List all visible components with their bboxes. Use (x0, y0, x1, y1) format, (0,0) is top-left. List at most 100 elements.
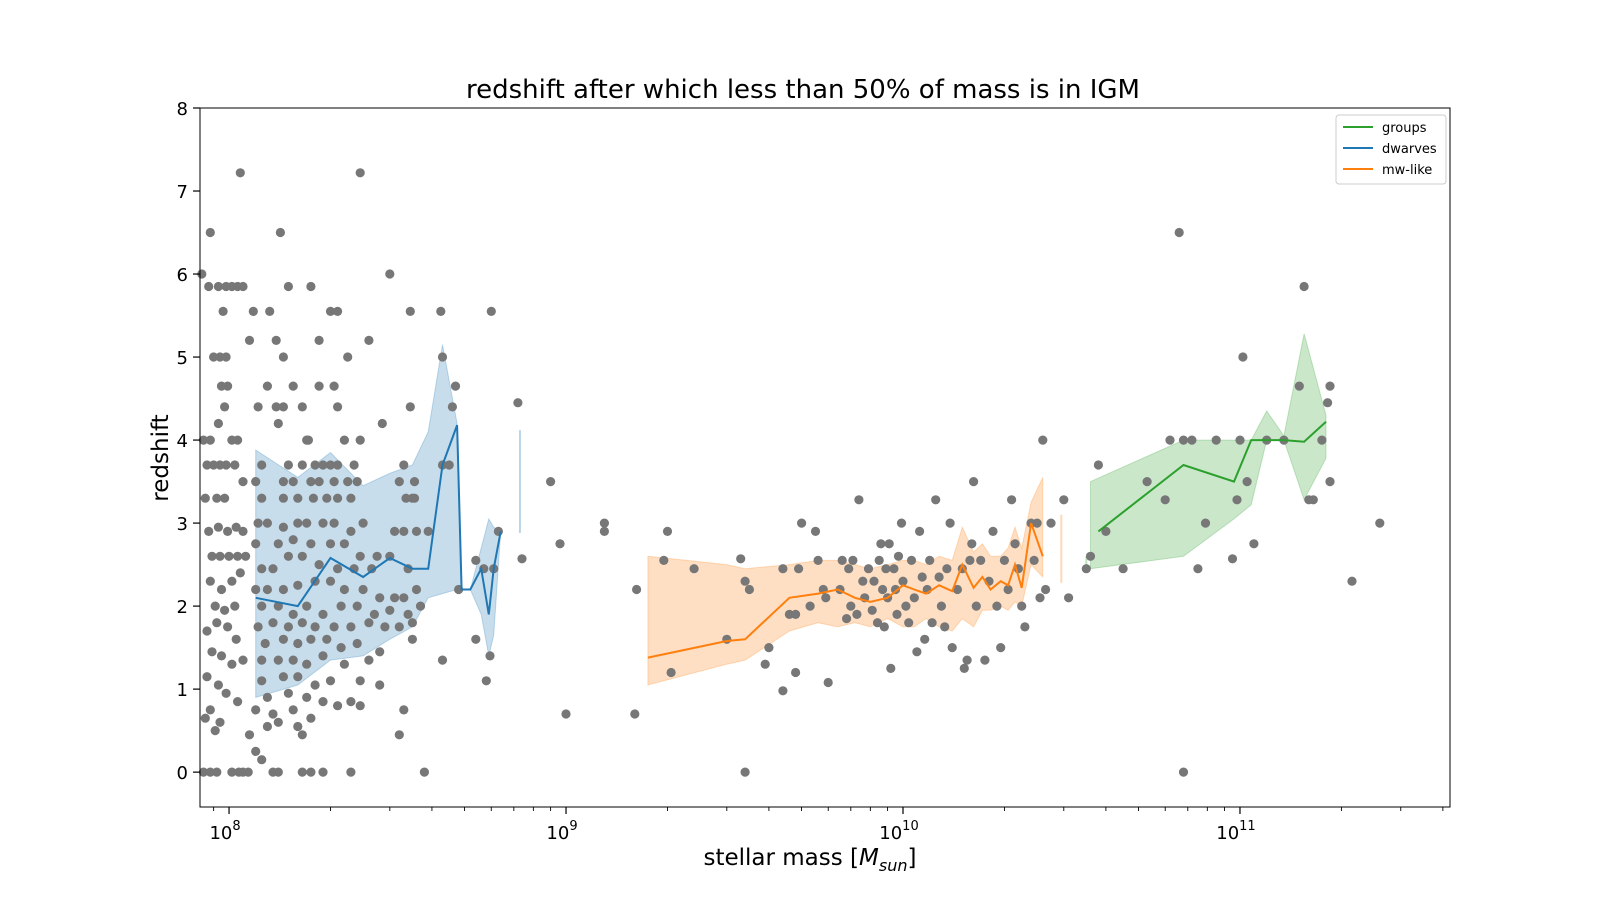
scatter-point (942, 564, 952, 574)
plot-frame (199, 107, 1451, 808)
scatter-point (364, 618, 374, 628)
scatter-point (260, 638, 270, 649)
scatter-point (278, 493, 288, 503)
scatter-point (262, 518, 272, 528)
scatter-point (205, 705, 215, 715)
scatter-point (318, 651, 328, 661)
scatter-point (220, 402, 230, 412)
scatter-point (235, 168, 245, 178)
scatter-point (283, 622, 293, 632)
scatter-point (346, 767, 356, 777)
scatter-point (355, 435, 365, 445)
scatter-point (244, 335, 255, 345)
scatter-point (837, 555, 847, 566)
line-mw-like (647, 522, 1044, 659)
scatter-point (1325, 381, 1335, 391)
scatter-point (212, 493, 222, 503)
scatter-point (1174, 227, 1184, 238)
scatter-point (283, 460, 293, 470)
scatter-point (409, 493, 420, 503)
scatter-point (1235, 435, 1245, 445)
scatter-point (262, 584, 272, 595)
scatter-point (233, 697, 243, 707)
scatter-point (481, 676, 491, 686)
scatter-point (561, 709, 571, 719)
scatter-point (268, 564, 278, 574)
scatter-point (1242, 477, 1252, 487)
scatter-point (1142, 477, 1152, 487)
scatter-point (343, 352, 353, 362)
scatter-point (971, 601, 981, 611)
scatter-point (1007, 495, 1017, 505)
scatter-point (306, 281, 316, 292)
scatter-point (1160, 495, 1170, 505)
x-axis-label: stellar mass [Msun] (703, 845, 916, 875)
scatter-point (411, 584, 422, 595)
scatter-point (901, 601, 911, 611)
scatter-point (204, 281, 214, 292)
scatter-point (394, 730, 404, 740)
scatter-point (403, 609, 413, 620)
scatter-point (377, 418, 387, 429)
scatter-point (764, 643, 774, 653)
confidence-bands (255, 333, 1327, 699)
scatter-point (969, 477, 979, 487)
y-tick-label: 1 (177, 680, 188, 701)
legend-box (1335, 114, 1447, 185)
scatter-point (352, 638, 362, 649)
scatter-point (1046, 518, 1056, 528)
scatter-point (198, 767, 209, 777)
scatter-point (278, 584, 288, 595)
band-dwarves (255, 344, 502, 699)
scatter-point (302, 692, 312, 703)
scatter-point (257, 493, 267, 503)
scatter-point (912, 647, 922, 657)
scatter-point (333, 493, 343, 503)
scatter-point (399, 593, 409, 603)
scatter-point (293, 638, 303, 649)
scatter-point (306, 713, 316, 723)
scatter-point (213, 680, 223, 690)
scatter-point (325, 306, 336, 316)
scatter-point (288, 477, 298, 487)
scatter-point (224, 551, 234, 561)
scatter-point (876, 539, 886, 549)
scatter-point (314, 560, 324, 570)
scatter-point (405, 306, 415, 316)
scatter-point (205, 576, 215, 586)
scatter-point (322, 493, 332, 503)
scatter-point (310, 622, 320, 632)
scatter-point (367, 564, 377, 574)
scatter-point (233, 551, 243, 561)
scatter-point (599, 518, 610, 528)
scatter-point (411, 526, 422, 537)
scatter-point (346, 526, 356, 537)
legend-label-mw-like: mw-like (1382, 163, 1432, 178)
scatter-point (1299, 281, 1309, 292)
scatter-point (336, 643, 346, 653)
scatter-point (339, 584, 349, 595)
scatter-point (1178, 767, 1189, 777)
scatter-point (253, 518, 263, 528)
scatter-point (302, 601, 312, 611)
scatter-point (906, 555, 917, 566)
scatter-point (1032, 518, 1042, 528)
scatter-point (1294, 381, 1304, 391)
scatter-point (931, 495, 941, 505)
scatter-point (352, 477, 362, 487)
scatter-point (204, 526, 214, 537)
scatter-point (1325, 477, 1335, 487)
scatter-point (659, 555, 669, 566)
scatter-point (889, 564, 899, 574)
scatter-point (227, 659, 237, 669)
scatter-point (302, 659, 312, 669)
scatter-point (198, 435, 209, 445)
scatter-point (662, 526, 673, 537)
scatter-point (778, 564, 788, 574)
scatter-point (212, 767, 222, 777)
scatter-point (375, 680, 385, 690)
scatter-point (791, 667, 801, 678)
scatter-point (813, 555, 823, 566)
scatter-point (209, 352, 219, 362)
scatter-point (844, 564, 854, 574)
